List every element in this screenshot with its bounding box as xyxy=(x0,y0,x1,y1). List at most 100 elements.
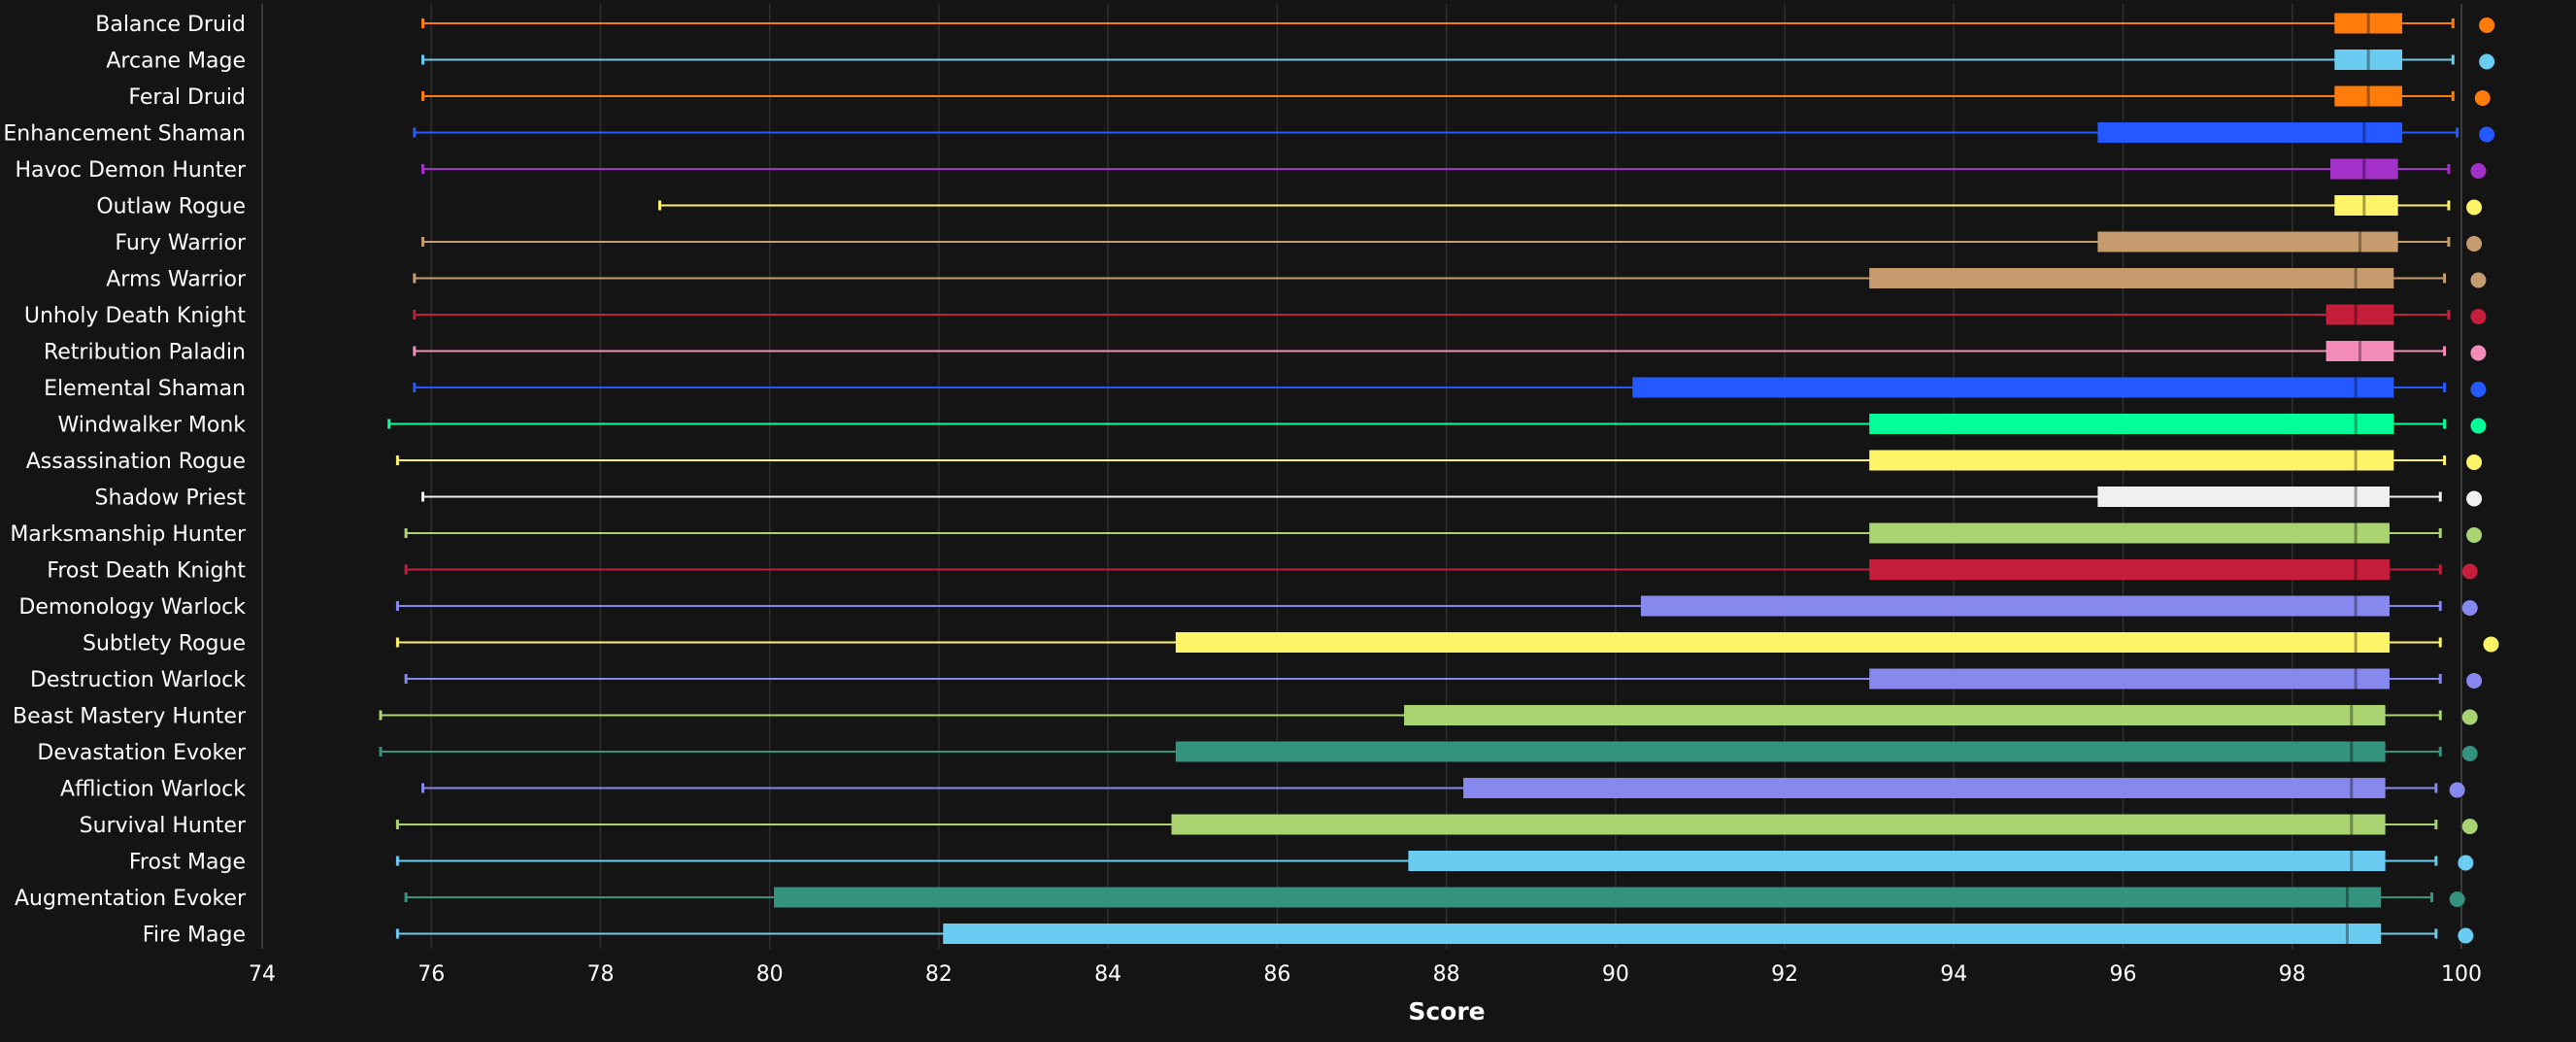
x-tick-label: 84 xyxy=(1094,962,1121,987)
series-row: Fire Mage xyxy=(143,924,2474,948)
iqr-box xyxy=(2325,304,2394,325)
series-layer: Balance Druid Arcane Mage Feral Druid Enhan… xyxy=(3,13,2499,948)
series-row: Shadow Priest xyxy=(95,487,2483,511)
x-tick-label: 88 xyxy=(1433,962,1460,987)
outlier-point xyxy=(2461,746,2478,761)
outlier-point xyxy=(2461,819,2478,834)
grid-lines xyxy=(430,4,2293,949)
iqr-box xyxy=(1463,778,2386,798)
series-label: Survival Hunter xyxy=(80,814,247,838)
iqr-box xyxy=(1869,450,2394,471)
series-row: Retribution Paladin xyxy=(44,341,2487,365)
series-row: Beast Mastery Hunter xyxy=(13,705,2478,729)
outlier-point xyxy=(2479,53,2495,70)
series-row: Enhancement Shaman xyxy=(3,122,2495,147)
iqr-box xyxy=(1869,559,2390,580)
x-tick-label: 94 xyxy=(1940,962,1967,987)
series-label: Outlaw Rogue xyxy=(96,195,246,219)
series-row: Marksmanship Hunter xyxy=(10,522,2483,547)
x-tick-label: 82 xyxy=(925,962,953,987)
outlier-point xyxy=(2466,673,2483,689)
series-row: Destruction Warlock xyxy=(30,668,2483,692)
series-label: Windwalker Monk xyxy=(57,414,246,438)
outlier-point xyxy=(2449,891,2465,907)
iqr-box xyxy=(1404,705,2386,725)
series-label: Shadow Priest xyxy=(95,487,247,511)
series-row: Elemental Shaman xyxy=(44,377,2487,401)
outlier-point xyxy=(2470,418,2487,434)
outlier-point xyxy=(2458,855,2474,871)
iqr-box xyxy=(1869,414,2394,434)
outlier-point xyxy=(2470,382,2487,397)
series-row: Subtlety Rogue xyxy=(83,632,2499,656)
outlier-point xyxy=(2466,454,2483,470)
series-label: Fire Mage xyxy=(143,924,246,948)
iqr-box xyxy=(2334,195,2398,216)
iqr-box xyxy=(1408,851,2386,871)
series-label: Retribution Paladin xyxy=(44,341,246,365)
iqr-box xyxy=(2334,50,2403,70)
iqr-box xyxy=(2097,122,2403,143)
x-axis-title: Score xyxy=(1408,997,1485,1025)
x-tick-label: 100 xyxy=(2441,962,2482,987)
outlier-point xyxy=(2461,709,2478,725)
series-label: Arcane Mage xyxy=(106,50,246,74)
series-label: Balance Druid xyxy=(95,13,246,37)
iqr-box xyxy=(1640,595,2390,617)
series-label: Affliction Warlock xyxy=(60,778,246,802)
x-tick-label: 92 xyxy=(1771,962,1798,987)
iqr-box xyxy=(2334,13,2403,34)
series-row: Fury Warrior xyxy=(115,231,2483,255)
series-label: Feral Druid xyxy=(128,85,246,110)
x-tick-label: 78 xyxy=(586,962,614,987)
x-tick-label: 80 xyxy=(756,962,784,987)
series-row: Balance Druid xyxy=(95,13,2495,37)
series-row: Windwalker Monk xyxy=(57,414,2487,438)
outlier-point xyxy=(2461,600,2478,616)
outlier-point xyxy=(2466,527,2483,543)
series-label: Subtlety Rogue xyxy=(83,632,246,656)
outlier-point xyxy=(2458,927,2474,944)
iqr-box xyxy=(2097,231,2398,252)
iqr-box xyxy=(2329,158,2398,180)
x-tick-label: 98 xyxy=(2279,962,2306,987)
outlier-point xyxy=(2466,490,2483,507)
series-label: Frost Death Knight xyxy=(47,559,246,584)
series-row: Frost Death Knight xyxy=(47,559,2478,584)
outlier-point xyxy=(2466,236,2483,252)
outlier-point xyxy=(2470,345,2487,361)
series-label: Arms Warrior xyxy=(106,268,247,292)
series-row: Outlaw Rogue xyxy=(96,195,2483,219)
iqr-box xyxy=(774,887,2382,908)
iqr-box xyxy=(2325,341,2394,361)
series-row: Frost Mage xyxy=(129,851,2474,875)
outlier-point xyxy=(2483,636,2499,653)
series-row: Assassination Rogue xyxy=(26,450,2483,474)
iqr-box xyxy=(1869,668,2390,689)
series-label: Demonology Warlock xyxy=(18,595,246,620)
series-label: Frost Mage xyxy=(129,851,246,875)
x-tick-label: 76 xyxy=(418,962,445,987)
series-row: Augmentation Evoker xyxy=(15,887,2465,911)
outlier-point xyxy=(2470,272,2487,288)
series-row: Demonology Warlock xyxy=(18,595,2478,620)
iqr-box xyxy=(2097,487,2390,507)
x-tick-label: 86 xyxy=(1263,962,1290,987)
series-row: Unholy Death Knight xyxy=(24,304,2487,328)
iqr-box xyxy=(1869,522,2390,544)
iqr-box xyxy=(2334,85,2403,107)
series-row: Arms Warrior xyxy=(106,268,2487,292)
series-label: Assassination Rogue xyxy=(26,450,246,474)
x-axis-ticks: 74 76 78 80 82 84 86 88 90 92 94 96 98 100 xyxy=(249,962,2482,987)
iqr-box xyxy=(1175,741,2386,762)
outlier-point xyxy=(2479,17,2495,33)
x-tick-label: 96 xyxy=(2110,962,2137,987)
iqr-box xyxy=(1171,814,2386,835)
axes xyxy=(261,4,2462,949)
series-label: Devastation Evoker xyxy=(37,741,247,765)
iqr-box xyxy=(1175,632,2390,653)
outlier-point xyxy=(2479,126,2495,143)
series-row: Affliction Warlock xyxy=(60,778,2465,802)
iqr-box xyxy=(1869,268,2394,288)
